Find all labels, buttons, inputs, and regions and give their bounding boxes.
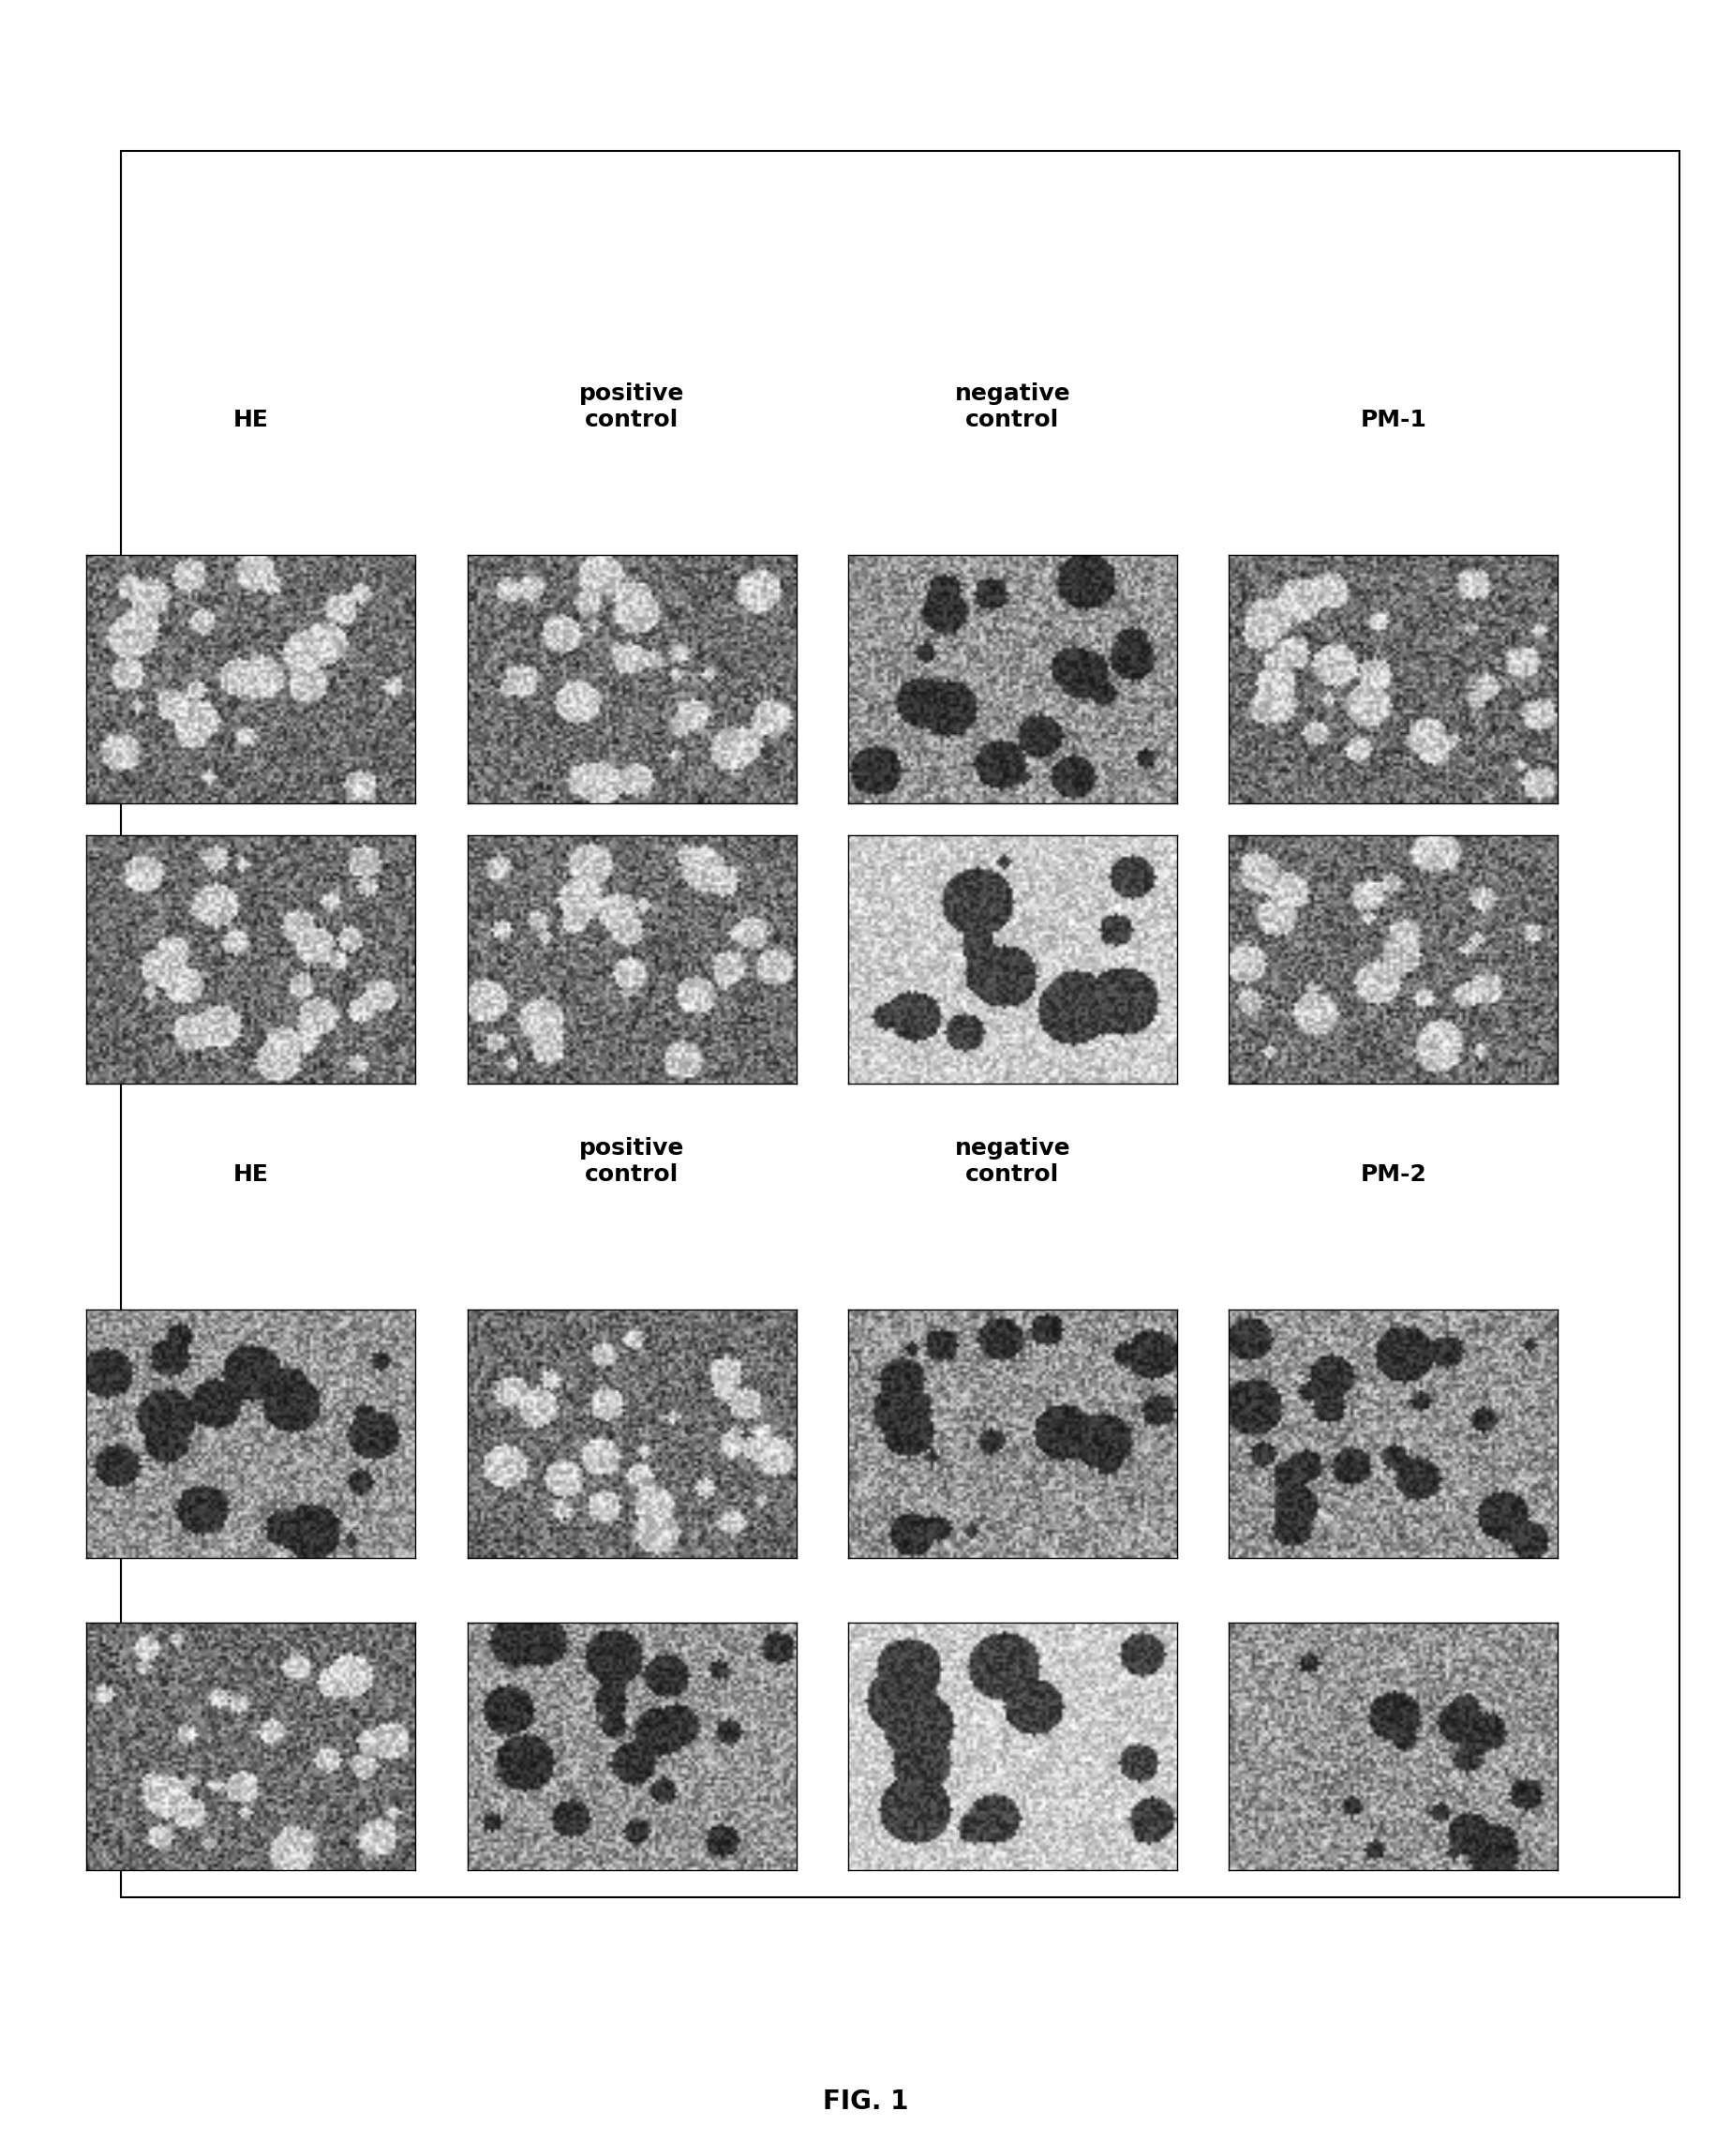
Text: negative
control: negative control: [956, 1136, 1070, 1186]
Text: HE: HE: [234, 1164, 268, 1186]
Text: FIG. 1: FIG. 1: [822, 2089, 909, 2115]
Text: A: A: [154, 666, 175, 692]
Text: positive
control: positive control: [580, 382, 684, 431]
Text: HE: HE: [234, 410, 268, 431]
Text: PM-1: PM-1: [1361, 410, 1426, 431]
Text: positive
control: positive control: [580, 1136, 684, 1186]
Text: PM-2: PM-2: [1361, 1164, 1426, 1186]
Text: negative
control: negative control: [956, 382, 1070, 431]
Text: D: D: [152, 1733, 177, 1759]
Text: B: B: [154, 946, 175, 972]
Bar: [121, 151, 1679, 1897]
Text: C: C: [154, 1421, 175, 1447]
